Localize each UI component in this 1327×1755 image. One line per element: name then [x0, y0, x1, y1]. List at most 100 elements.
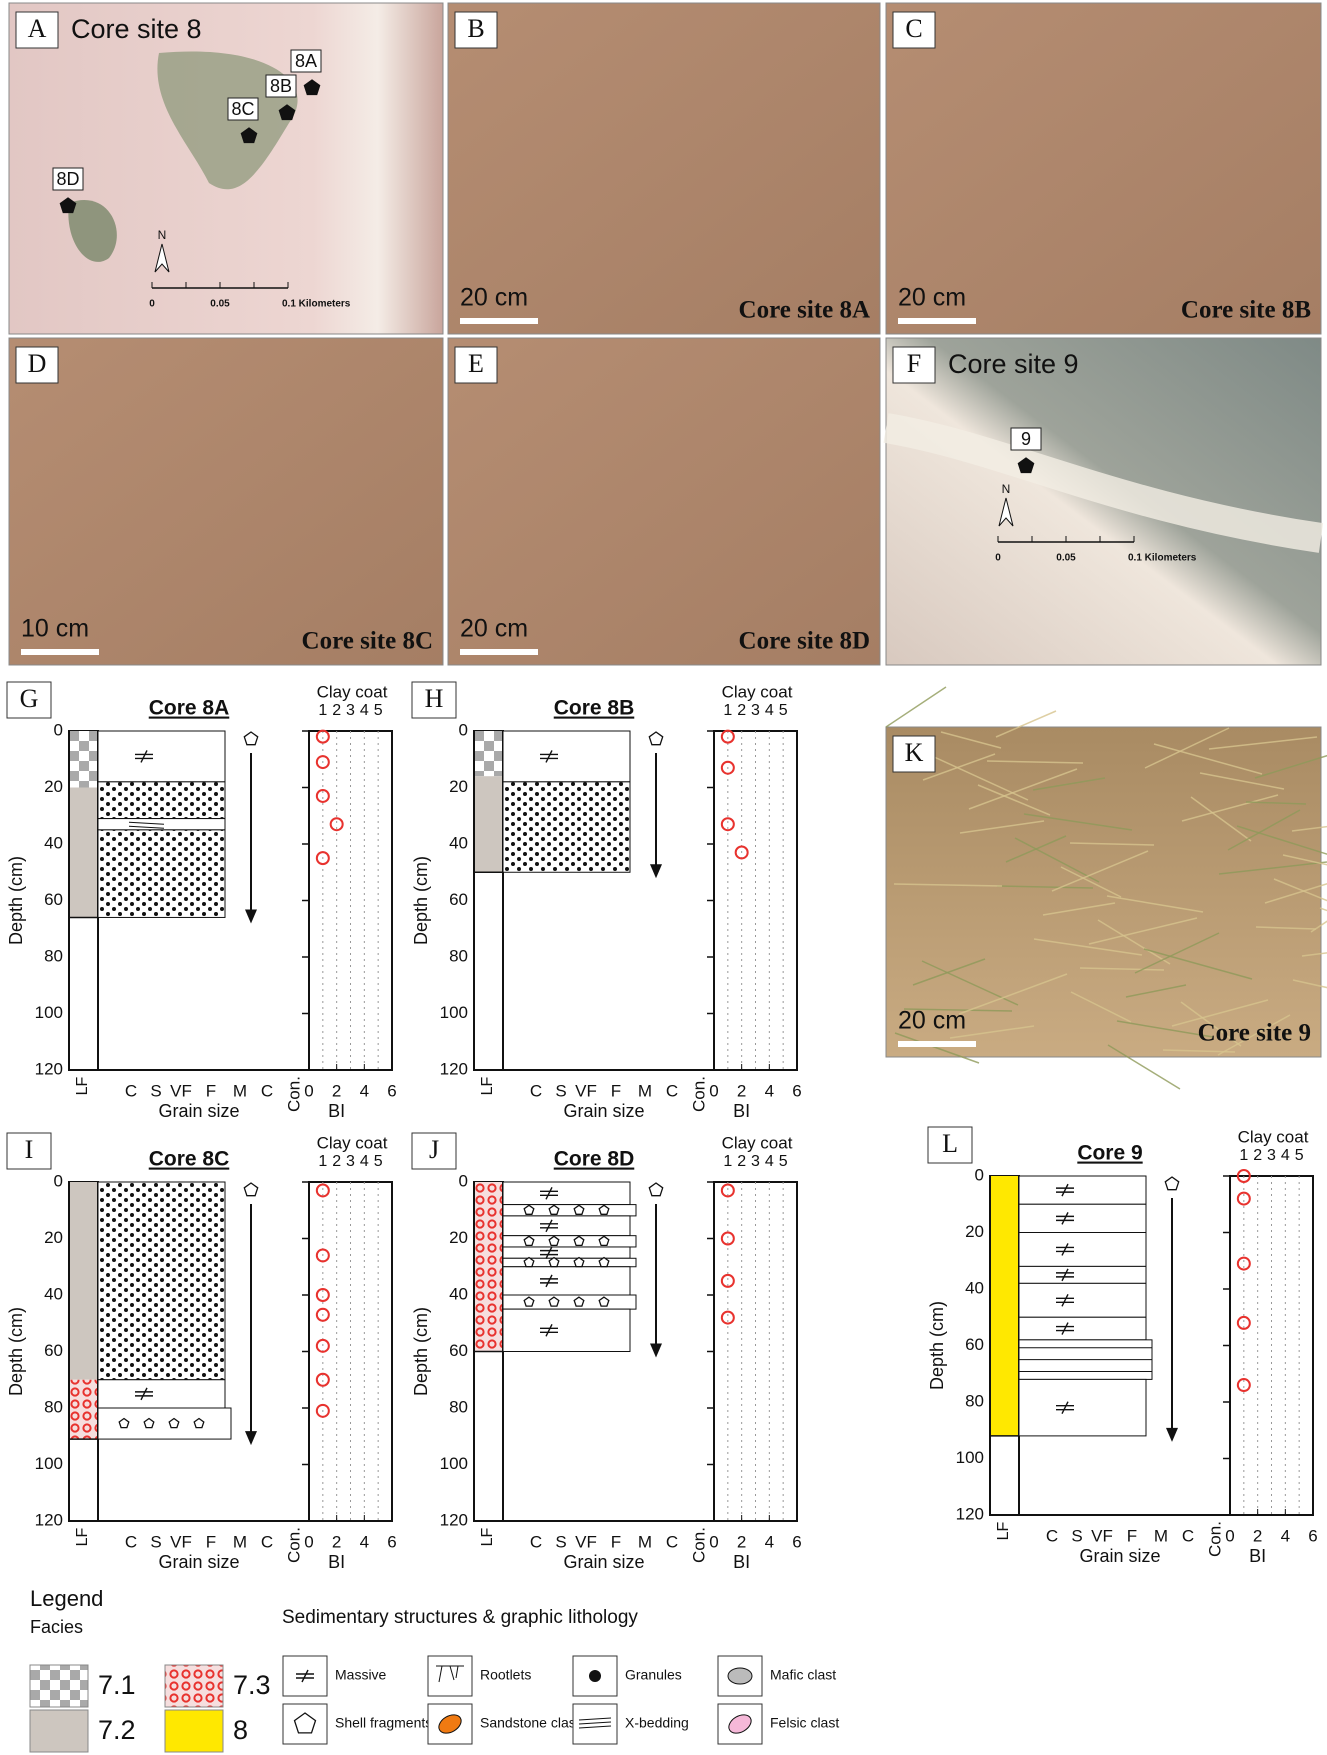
panel-letter: K — [905, 738, 924, 767]
shell-symbol — [649, 732, 662, 745]
bi-axis-label: BI — [328, 1552, 345, 1572]
site-label: 8B — [270, 76, 292, 96]
site-label: 9 — [1021, 429, 1031, 449]
bi-tick-label: 2 — [332, 1081, 341, 1100]
grain-size-label: Con. — [1205, 1521, 1224, 1557]
facies-fill — [475, 1182, 502, 1352]
depth-axis-label: Depth (cm) — [6, 1307, 26, 1396]
shell-symbol — [1165, 1177, 1178, 1190]
bi-tick-label: 0 — [304, 1081, 313, 1100]
depth-tick-label: 100 — [956, 1448, 984, 1467]
clay-coat-title: Clay coat — [317, 1133, 388, 1152]
core-title: Core 9 — [1077, 1142, 1142, 1165]
lf-label: LF — [74, 1076, 91, 1095]
depth-axis-label: Depth (cm) — [411, 856, 431, 945]
depth-tick-label: 0 — [54, 1171, 63, 1190]
lithology-unit — [1019, 1266, 1146, 1283]
scale-bar-label: 0 — [995, 553, 1001, 564]
clay-coat-tick-label: 3 — [346, 1153, 355, 1170]
core-title: Core 8D — [554, 1148, 635, 1171]
site-label: 8A — [295, 51, 317, 71]
site-label: 8C — [231, 99, 254, 119]
clay-coat-title: Clay coat — [722, 1133, 793, 1152]
photo-caption: Core site 9 — [1198, 1020, 1311, 1047]
core-title: Core 8B — [554, 697, 635, 720]
depth-tick-label: 0 — [459, 1171, 468, 1190]
facies-code: 7.1 — [98, 1670, 136, 1700]
grain-size-label: M — [638, 1532, 652, 1551]
depth-tick-label: 60 — [449, 1341, 468, 1360]
grain-size-label: F — [611, 1532, 621, 1551]
lithology-unit — [503, 782, 630, 872]
clay-coat-title: Clay coat — [317, 682, 388, 701]
grain-size-label: S — [555, 1081, 566, 1100]
clay-coat-tick-label: 4 — [360, 702, 369, 719]
grain-size-label: C — [125, 1081, 137, 1100]
facies-fill — [70, 1380, 97, 1439]
grain-size-label: C — [261, 1081, 273, 1100]
shell-symbol — [649, 1183, 662, 1196]
panel-letter: I — [25, 1135, 34, 1164]
clay-coat-tick-label: 5 — [779, 1153, 788, 1170]
depth-tick-label: 0 — [975, 1165, 984, 1184]
clay-coat-tick-label: 3 — [751, 702, 760, 719]
depth-tick-label: 40 — [449, 833, 468, 852]
lithology-unit — [98, 830, 225, 918]
depth-tick-label: 100 — [440, 1003, 468, 1022]
clay-coat-tick-label: 1 — [1239, 1147, 1248, 1164]
bi-tick-label: 6 — [1308, 1526, 1317, 1545]
depth-axis-label: Depth (cm) — [6, 856, 26, 945]
scale-bar — [460, 318, 538, 324]
page: ACore site 88A8B8C8DN00.050.1 Kilometers… — [0, 0, 1327, 1755]
lithology-unit — [1019, 1176, 1146, 1204]
lithology-unit — [503, 1247, 630, 1258]
core-log: LCore 9Clay coat12345020406080100120Dept… — [927, 1127, 1318, 1566]
scale-label: 20 cm — [898, 284, 966, 312]
facies-fill — [70, 788, 97, 918]
panel-letter: L — [942, 1129, 958, 1158]
scale-bar — [898, 1041, 976, 1047]
depth-tick-label: 20 — [965, 1222, 984, 1241]
lithology-unit — [98, 782, 225, 819]
depth-tick-label: 120 — [440, 1510, 468, 1529]
north-label: N — [1002, 482, 1011, 496]
lithology-unit — [503, 1267, 630, 1295]
grain-size-label: Con. — [689, 1527, 708, 1563]
bi-tick-label: 2 — [737, 1081, 746, 1100]
depth-tick-label: 120 — [440, 1059, 468, 1078]
legend-title: Legend — [30, 1586, 103, 1611]
symbol-label: Shell fragments — [335, 1715, 432, 1731]
facies-fill — [70, 1182, 97, 1380]
bi-axis-label: BI — [733, 1552, 750, 1572]
core-title: Core 8A — [149, 697, 230, 720]
grain-size-label: C — [1046, 1526, 1058, 1545]
figure: ACore site 88A8B8C8DN00.050.1 Kilometers… — [0, 0, 1327, 1755]
grain-size-label: VF — [170, 1532, 192, 1551]
grain-axis-title: Grain size — [158, 1101, 239, 1121]
clay-coat-tick-label: 2 — [1253, 1147, 1262, 1164]
bi-tick-label: 4 — [360, 1081, 369, 1100]
bi-tick-label: 2 — [1253, 1526, 1262, 1545]
depth-tick-label: 100 — [440, 1454, 468, 1473]
clay-coat-tick-label: 1 — [723, 702, 732, 719]
lithology-unit — [1019, 1379, 1146, 1436]
lf-label: LF — [479, 1076, 496, 1095]
clay-coat-tick-label: 4 — [765, 702, 774, 719]
scale-bar-label: 0.1 Kilometers — [282, 299, 351, 310]
depth-tick-label: 60 — [449, 890, 468, 909]
lithology-unit — [503, 1309, 630, 1351]
arrow-head — [1166, 1428, 1178, 1442]
symbol-label: Granules — [625, 1667, 682, 1683]
facies-swatch — [30, 1710, 88, 1752]
grain-size-label: S — [1071, 1526, 1082, 1545]
grain-size-label: C — [530, 1532, 542, 1551]
grain-size-label: Con. — [689, 1076, 708, 1112]
clay-coat-title: Clay coat — [722, 682, 793, 701]
lithology-unit — [1019, 1283, 1146, 1317]
grain-axis-title: Grain size — [158, 1552, 239, 1572]
photo-caption: Core site 8D — [739, 628, 870, 655]
grain-size-label: C — [1182, 1526, 1194, 1545]
clay-coat-tick-label: 1 — [318, 1153, 327, 1170]
facies-fill — [991, 1176, 1018, 1436]
clay-coat-tick-label: 2 — [737, 702, 746, 719]
